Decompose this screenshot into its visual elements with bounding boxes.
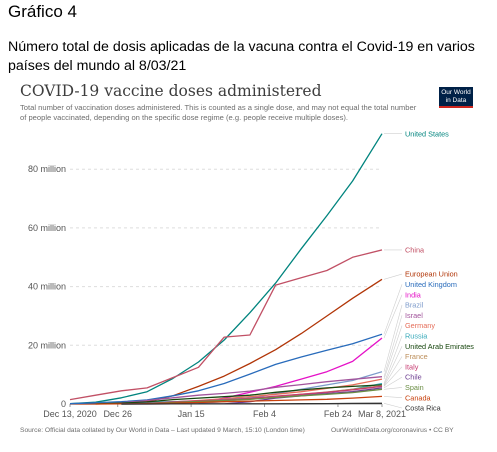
label-connector xyxy=(383,325,403,380)
series-label: Costa Rica xyxy=(405,404,442,413)
logo-line-2: in Data xyxy=(445,96,467,104)
series-line xyxy=(69,249,383,401)
owid-logo[interactable]: Our World in Data xyxy=(439,87,473,108)
chart-title: COVID-19 vaccine doses administered xyxy=(20,82,322,100)
series-label: Russia xyxy=(405,332,428,341)
x-tick-label: Feb 4 xyxy=(253,409,276,419)
series-label: India xyxy=(405,290,422,299)
series-label: China xyxy=(405,246,425,255)
label-connector xyxy=(383,315,403,377)
label-connector xyxy=(383,403,403,409)
y-tick-label: 20 million xyxy=(28,340,66,350)
series-label: European Union xyxy=(405,270,458,279)
series-label: United Arab Emirates xyxy=(405,342,474,351)
label-connector xyxy=(383,376,403,389)
series-label: Canada xyxy=(405,393,432,402)
label-connector xyxy=(383,294,403,339)
label-connector xyxy=(383,284,403,335)
series-line xyxy=(70,278,383,405)
label-connector xyxy=(383,335,403,384)
logo-line-1: Our World xyxy=(441,89,471,96)
chart-source: Source: Official data collated by Our Wo… xyxy=(20,427,305,434)
chart-subtitle: Total number of vaccination doses admini… xyxy=(20,103,417,122)
x-tick-label: Feb 24 xyxy=(324,409,352,419)
series-label: France xyxy=(405,352,428,361)
series-line xyxy=(95,376,383,405)
series-line xyxy=(69,133,383,405)
series-label: Germany xyxy=(405,321,435,330)
label-connector xyxy=(383,396,403,398)
series-label: Italy xyxy=(405,362,419,371)
y-tick-label: 80 million xyxy=(28,164,66,174)
doc-heading: Gráfico 4 xyxy=(8,2,77,21)
series-line xyxy=(198,337,383,404)
chart-figure: COVID-19 vaccine doses administered Tota… xyxy=(10,82,488,442)
series-label: Brazil xyxy=(405,301,424,310)
label-connector xyxy=(383,387,403,390)
series-line xyxy=(95,384,383,405)
label-connector xyxy=(383,356,403,386)
x-tick-label: Jan 15 xyxy=(178,409,205,419)
series-label: United Kingdom xyxy=(405,280,457,289)
chart-plot: 0 20 million 40 million 60 million 80 millio… xyxy=(28,129,474,419)
chart-license[interactable]: OurWorldInData.org/coronavirus • CC BY xyxy=(331,427,454,434)
series-line xyxy=(69,333,383,405)
y-tick-label: 40 million xyxy=(28,282,66,292)
y-tick-label: 0 xyxy=(61,399,66,409)
label-connector xyxy=(383,366,403,387)
series-label: Spain xyxy=(405,383,424,392)
label-connector xyxy=(383,346,403,386)
label-connector xyxy=(383,304,403,372)
series-label: Israel xyxy=(405,311,423,320)
y-tick-label: 60 million xyxy=(28,223,66,233)
x-tick-label: Dec 26 xyxy=(103,409,132,419)
x-tick-label: Dec 13, 2020 xyxy=(43,409,97,419)
series-label: United States xyxy=(405,129,449,138)
label-connector xyxy=(383,273,403,280)
series-line xyxy=(121,402,383,405)
doc-subtitle: Número total de dosis aplicadas de la va… xyxy=(8,39,475,74)
series-label: Chile xyxy=(405,373,422,382)
x-tick-label: Mar 8, 2021 xyxy=(358,409,406,419)
